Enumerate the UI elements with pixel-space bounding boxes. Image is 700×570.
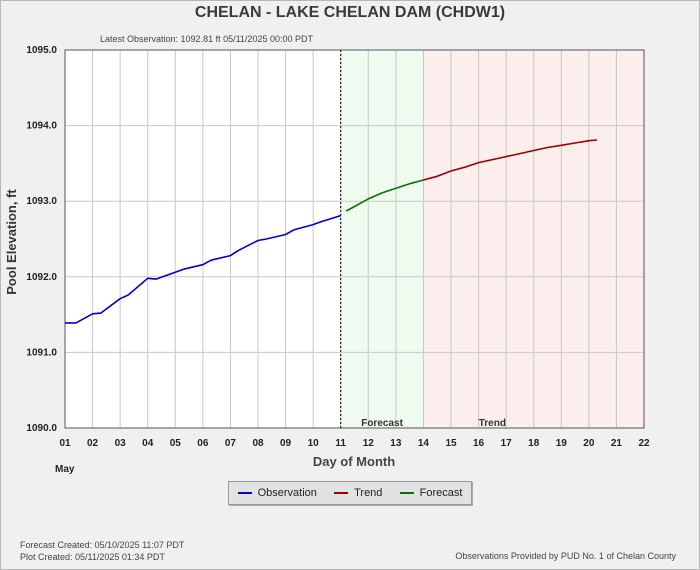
legend-label-trend: Trend (354, 487, 383, 499)
series-line-forecast (345, 179, 424, 212)
legend: Observation Trend Forecast (228, 481, 472, 505)
plot-created: Plot Created: 05/11/2025 01:34 PDT (20, 552, 165, 562)
chart-title: CHELAN - LAKE CHELAN DAM (CHDW1) (194, 4, 506, 21)
x-tick-label: 13 (390, 438, 402, 449)
series-line-trend (423, 139, 598, 181)
y-tick-label: 1090.0 (26, 423, 57, 434)
shaded-regions (65, 50, 644, 428)
x-tick-label: 01 (59, 438, 71, 449)
x-tick-label: 15 (445, 438, 457, 449)
x-tick-label: 09 (280, 438, 292, 449)
forecast-created: Forecast Created: 05/10/2025 11:07 PDT (20, 540, 185, 550)
x-tick-label: 07 (225, 438, 237, 449)
y-tick-label: 1091.0 (26, 347, 57, 358)
x-tick-labels: 01 02 03 04 05 06 07 08 09 10 11 12 13 14 15 16 17 18 19 20… (59, 438, 650, 449)
region-forecast (340, 50, 424, 428)
legend-label-forecast: Forecast (419, 487, 463, 499)
data-series (65, 139, 598, 324)
x-tick-label: 06 (197, 438, 209, 449)
data-provider: Observations Provided by PUD No. 1 of Ch… (455, 551, 676, 561)
y-tick-label: 1095.0 (26, 45, 57, 56)
legend-item-forecast: Forecast (399, 487, 463, 499)
x-tick-label: 22 (638, 438, 650, 449)
legend-item-observation: Observation (237, 487, 317, 499)
x-month-label: May (55, 464, 75, 475)
x-tick-label: 17 (501, 438, 513, 449)
legend-swatch-observation (237, 492, 252, 494)
legend-swatch-forecast (399, 492, 414, 494)
y-tick-label: 1092.0 (26, 272, 57, 283)
footer-created-info: Forecast Created: 05/10/2025 11:07 PDT P… (20, 539, 184, 563)
x-tick-label: 12 (363, 438, 375, 449)
latest-observation: Latest Observation: 1092.81 ft 05/11/202… (100, 34, 313, 44)
legend-item-trend: Trend (334, 487, 382, 499)
x-tick-label: 16 (473, 438, 485, 449)
x-tick-label: 21 (611, 438, 623, 449)
x-tick-label: 04 (142, 438, 154, 449)
region-label-trend: Trend (479, 418, 506, 429)
x-tick-label: 05 (170, 438, 182, 449)
y-tick-label: 1093.0 (26, 196, 57, 207)
region-labels: Forecast Trend (361, 418, 506, 429)
y-tick-label: 1094.0 (26, 121, 57, 132)
y-tick-labels: 1090.0 1091.0 1092.0 1093.0 1094.0 1095.0 (26, 45, 57, 434)
legend-label-observation: Observation (257, 487, 317, 499)
series-line-observation (65, 214, 341, 324)
x-tick-label: 18 (528, 438, 540, 449)
x-tick-label: 08 (252, 438, 264, 449)
x-axis-title: Day of Month (313, 454, 395, 469)
legend-swatch-trend (334, 492, 349, 494)
region-label-forecast: Forecast (361, 418, 403, 429)
x-tick-label: 14 (418, 438, 430, 449)
x-tick-label: 03 (115, 438, 127, 449)
x-tick-label: 10 (308, 438, 320, 449)
plot-border (64, 49, 645, 429)
x-tick-label: 11 (335, 438, 346, 449)
x-tick-label: 19 (556, 438, 568, 449)
x-tick-label: 02 (87, 438, 99, 449)
x-tick-label: 20 (583, 438, 595, 449)
y-axis-title: Pool Elevation, ft (4, 189, 19, 295)
